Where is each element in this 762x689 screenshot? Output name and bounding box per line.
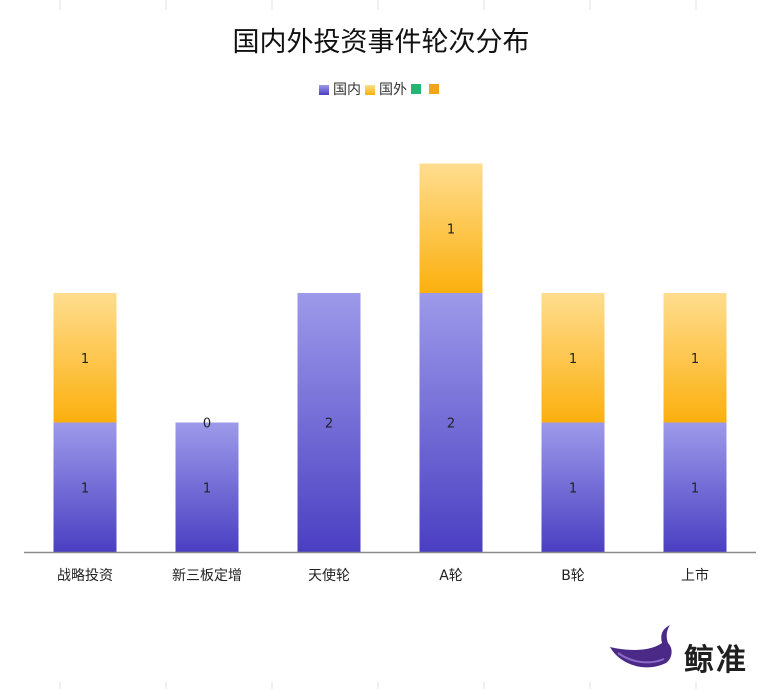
- data-label: 2: [447, 417, 455, 432]
- data-label: 1: [81, 352, 89, 367]
- bar-segment: [663, 422, 727, 552]
- data-label: 1: [203, 481, 211, 496]
- x-tick-label: 上市: [681, 567, 709, 584]
- chart-title: 国内外投资事件轮次分布: [232, 27, 530, 58]
- bar-segment: [53, 293, 117, 423]
- bar-segment: [541, 422, 605, 552]
- legend-swatch: [411, 84, 421, 94]
- data-label: 1: [447, 222, 455, 237]
- bar-segment: [419, 293, 483, 552]
- x-tick-label: A轮: [439, 568, 463, 584]
- legend-item: 国内: [319, 79, 361, 99]
- brand-logo: 鲸准: [606, 623, 756, 679]
- data-label: 1: [691, 352, 699, 367]
- whale-logo-icon: [610, 625, 672, 668]
- bar-segment: [419, 163, 483, 293]
- data-label: 2: [325, 417, 333, 432]
- legend-swatch: [365, 85, 375, 95]
- legend-label: 国内: [333, 82, 361, 98]
- bar-segment: [175, 422, 239, 552]
- bar-segment: [53, 422, 117, 552]
- legend: 国内 国外: [0, 79, 762, 99]
- legend-item: 国外: [365, 79, 407, 99]
- x-tick-label: B轮: [561, 568, 585, 584]
- logo-text: 鲸准: [684, 643, 748, 678]
- x-tick-label: 新三板定增: [172, 568, 242, 584]
- legend-swatch: [319, 85, 329, 95]
- legend-item: [429, 81, 443, 97]
- x-tick-label: 战略投资: [57, 568, 113, 584]
- data-label: 1: [691, 481, 699, 496]
- x-tick-label: 天使轮: [308, 567, 350, 584]
- data-label: 1: [569, 352, 577, 367]
- data-label: 0: [203, 417, 211, 432]
- data-label: 1: [569, 481, 577, 496]
- data-label: 1: [81, 481, 89, 496]
- legend-item: [411, 81, 425, 97]
- legend-swatch: [429, 84, 439, 94]
- bar-segment: [663, 293, 727, 423]
- legend-label: 国外: [379, 82, 407, 98]
- bar-segment: [297, 293, 361, 552]
- bar-segment: [541, 293, 605, 423]
